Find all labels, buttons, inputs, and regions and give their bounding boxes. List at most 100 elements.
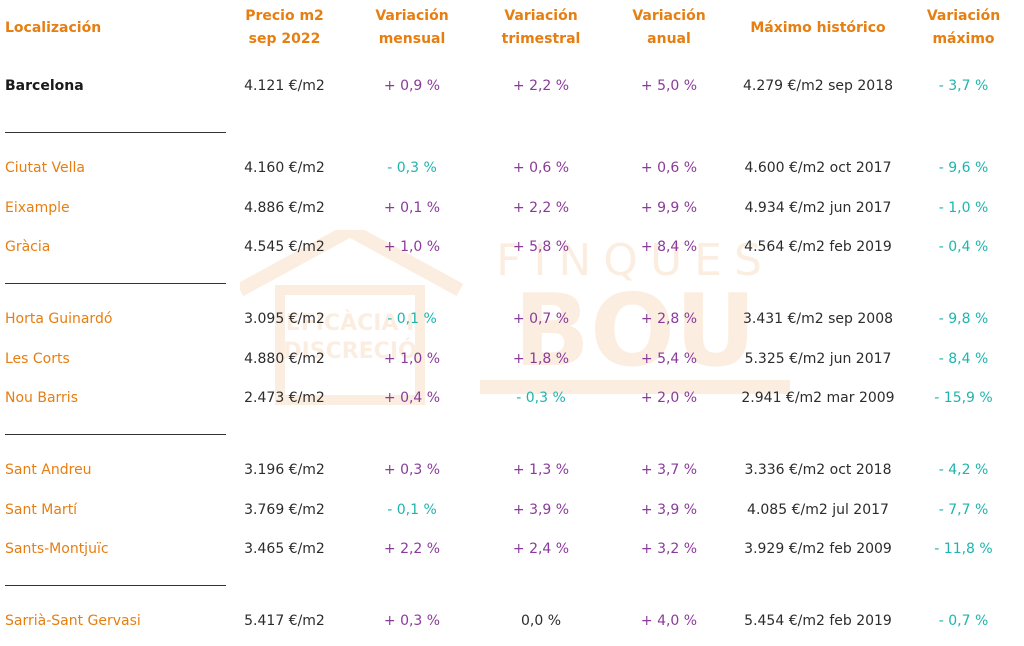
header-historic-max: Máximo histórico (750, 19, 886, 36)
table-row: Nou Barris 2.473 €/m2 + 0,4 % - 0,3 % + 2,0 … (0, 378, 1024, 418)
location-cell: Eixample (5, 199, 70, 216)
annual-variation-cell: + 0,6 % (640, 159, 698, 176)
max-variation-cell: - 8,4 % (938, 350, 989, 367)
annual-variation-cell: + 3,2 % (640, 541, 698, 558)
quarterly-variation-cell: 0,0 % (520, 613, 562, 630)
price-cell: 4.886 €/m2 (244, 199, 325, 216)
monthly-variation-cell: + 0,3 % (383, 613, 441, 630)
location-cell: Ciutat Vella (5, 159, 86, 176)
table-row: Gràcia 4.545 €/m2 + 1,0 % + 5,8 % + 8,4 % 4.5… (0, 227, 1024, 267)
price-cell: 3.095 €/m2 (244, 310, 325, 327)
max-variation-cell: - 1,0 % (938, 199, 989, 216)
header-variation-max: Variación máximo (926, 8, 1001, 47)
historic-max-cell: 3.336 €/m2 oct 2018 (744, 461, 892, 478)
divider-line (5, 584, 226, 586)
table-row: Sant Martí 3.769 €/m2 - 0,1 % + 3,9 % + 3,9 … (0, 490, 1024, 530)
location-cell: Sant Andreu (5, 461, 92, 478)
max-variation-cell: - 7,7 % (938, 501, 989, 518)
table-row: Sarrià-Sant Gervasi 5.417 €/m2 + 0,3 % 0,0 … (0, 601, 1024, 641)
annual-variation-cell: + 3,9 % (640, 501, 698, 518)
historic-max-cell: 4.279 €/m2 sep 2018 (742, 78, 894, 94)
table-row: Ciutat Vella 4.160 €/m2 - 0,3 % + 0,6 % + 0,… (0, 148, 1024, 188)
monthly-variation-cell: - 0,1 % (387, 310, 437, 327)
monthly-variation-cell: + 0,9 % (383, 78, 441, 94)
historic-max-cell: 2.941 €/m2 mar 2009 (741, 390, 895, 407)
table-row: Barcelona 4.121 €/m2 + 0,9 % + 2,2 % + 5,0 %… (0, 56, 1024, 116)
annual-variation-cell: + 4,0 % (640, 613, 698, 630)
location-cell: Gràcia (5, 239, 51, 256)
table-row: Sant Andreu 3.196 €/m2 + 0,3 % + 1,3 % + 3,7… (0, 450, 1024, 490)
historic-max-cell: 3.431 €/m2 sep 2008 (742, 310, 894, 327)
price-cell: 4.880 €/m2 (244, 350, 325, 367)
location-cell: Les Corts (5, 350, 70, 367)
divider-line (5, 131, 226, 133)
divider-line (5, 433, 226, 435)
group-separator (0, 116, 1024, 148)
header-location: Localización (5, 19, 102, 36)
max-variation-cell: - 4,2 % (938, 461, 989, 478)
header-price: Precio m2 sep 2022 (245, 8, 324, 47)
historic-max-cell: 5.325 €/m2 jun 2017 (744, 350, 892, 367)
max-variation-cell: - 0,7 % (938, 613, 989, 630)
quarterly-variation-cell: + 2,2 % (512, 199, 570, 216)
group-separator (0, 267, 1024, 299)
historic-max-cell: 4.085 €/m2 jul 2017 (747, 501, 889, 518)
historic-max-cell: 5.454 €/m2 feb 2019 (744, 613, 892, 630)
price-cell: 2.473 €/m2 (244, 390, 325, 407)
monthly-variation-cell: + 1,0 % (383, 350, 441, 367)
annual-variation-cell: + 5,0 % (640, 78, 698, 94)
quarterly-variation-cell: - 0,3 % (516, 390, 566, 407)
table-row: Sants-Montjuïc 3.465 €/m2 + 2,2 % + 2,4 % + … (0, 530, 1024, 570)
table-row: Eixample 4.886 €/m2 + 0,1 % + 2,2 % + 9,9 % 4… (0, 188, 1024, 228)
annual-variation-cell: + 2,0 % (640, 390, 698, 407)
quarterly-variation-cell: + 5,8 % (512, 239, 570, 256)
header-quarterly: Variación trimestral (501, 8, 581, 47)
quarterly-variation-cell: + 2,2 % (512, 78, 570, 94)
annual-variation-cell: + 2,8 % (640, 310, 698, 327)
monthly-variation-cell: + 2,2 % (383, 541, 441, 558)
location-cell: Sants-Montjuïc (5, 541, 109, 558)
historic-max-cell: 3.929 €/m2 feb 2009 (744, 541, 892, 558)
location-cell: Nou Barris (5, 390, 78, 407)
historic-max-cell: 4.934 €/m2 jun 2017 (744, 199, 892, 216)
group-separator (0, 418, 1024, 450)
location-cell: Barcelona (5, 78, 84, 94)
price-cell: 3.769 €/m2 (244, 501, 325, 518)
group-separator (0, 569, 1024, 601)
price-cell: 4.121 €/m2 (244, 78, 325, 94)
annual-variation-cell: + 8,4 % (640, 239, 698, 256)
quarterly-variation-cell: + 0,7 % (512, 310, 570, 327)
max-variation-cell: - 9,8 % (938, 310, 989, 327)
historic-max-cell: 4.564 €/m2 feb 2019 (744, 239, 892, 256)
quarterly-variation-cell: + 1,3 % (512, 461, 570, 478)
header-row: Localización Precio m2 sep 2022 Variación… (0, 0, 1024, 56)
header-monthly: Variación mensual (375, 8, 449, 47)
max-variation-cell: - 9,6 % (938, 159, 989, 176)
price-cell: 5.417 €/m2 (244, 613, 325, 630)
price-cell: 4.545 €/m2 (244, 239, 325, 256)
location-cell: Sant Martí (5, 501, 78, 518)
quarterly-variation-cell: + 2,4 % (512, 541, 570, 558)
max-variation-cell: - 11,8 % (934, 541, 993, 558)
max-variation-cell: - 3,7 % (938, 78, 989, 94)
quarterly-variation-cell: + 0,6 % (512, 159, 570, 176)
price-cell: 4.160 €/m2 (244, 159, 325, 176)
monthly-variation-cell: + 0,3 % (383, 461, 441, 478)
max-variation-cell: - 0,4 % (938, 239, 989, 256)
table-body: Barcelona 4.121 €/m2 + 0,9 % + 2,2 % + 5,0 %… (0, 56, 1024, 641)
location-cell: Horta Guinardó (5, 310, 113, 327)
quarterly-variation-cell: + 3,9 % (512, 501, 570, 518)
monthly-variation-cell: + 1,0 % (383, 239, 441, 256)
price-cell: 3.465 €/m2 (244, 541, 325, 558)
quarterly-variation-cell: + 1,8 % (512, 350, 570, 367)
annual-variation-cell: + 3,7 % (640, 461, 698, 478)
price-cell: 3.196 €/m2 (244, 461, 325, 478)
historic-max-cell: 4.600 €/m2 oct 2017 (744, 159, 892, 176)
annual-variation-cell: + 9,9 % (640, 199, 698, 216)
monthly-variation-cell: - 0,3 % (387, 159, 437, 176)
header-annual: Variación anual (632, 8, 706, 47)
monthly-variation-cell: - 0,1 % (387, 501, 437, 518)
table-row: Horta Guinardó 3.095 €/m2 - 0,1 % + 0,7 % + … (0, 299, 1024, 339)
location-cell: Sarrià-Sant Gervasi (5, 613, 141, 630)
